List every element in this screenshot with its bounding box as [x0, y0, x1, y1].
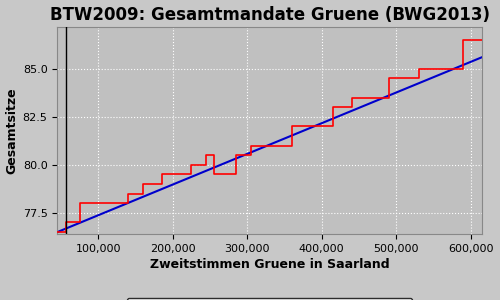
- Sitze real: [434, 67, 440, 70]
- Sitze real: [62, 230, 68, 234]
- Sitze real: [460, 38, 466, 42]
- Sitze real: [348, 96, 354, 99]
- Sitze real: [210, 172, 216, 176]
- Sitze real: [158, 182, 164, 186]
- Sitze real: [248, 144, 254, 147]
- Sitze real: [106, 202, 112, 205]
- Sitze real: [308, 124, 314, 128]
- Sitze real: [158, 172, 164, 176]
- Sitze real: [204, 153, 210, 157]
- Sitze real: [479, 38, 485, 42]
- Sitze real: [460, 67, 466, 70]
- Sitze real: [364, 96, 370, 99]
- Sitze real: [330, 124, 336, 128]
- Sitze real: [289, 124, 295, 128]
- Sitze real: [266, 144, 272, 147]
- Sitze real: [125, 192, 131, 196]
- Sitze real: [106, 202, 112, 205]
- Sitze real: [416, 67, 422, 70]
- Line: Sitze real: Sitze real: [58, 40, 482, 232]
- Sitze real: [364, 96, 370, 99]
- Sitze real: [174, 172, 180, 176]
- Sitze real: [248, 153, 254, 157]
- Sitze real: [76, 202, 82, 205]
- Y-axis label: Gesamtsitze: Gesamtsitze: [6, 87, 18, 174]
- Sitze real: [210, 153, 216, 157]
- Sitze real: [416, 76, 422, 80]
- Title: BTW2009: Gesamtmandate Gruene (BWG2013): BTW2009: Gesamtmandate Gruene (BWG2013): [50, 6, 490, 24]
- Sitze real: [266, 144, 272, 147]
- Sitze real: [434, 67, 440, 70]
- Sitze real: [233, 153, 239, 157]
- Sitze real: [188, 172, 194, 176]
- Sitze real: [308, 124, 314, 128]
- Sitze real: [188, 163, 194, 166]
- Sitze real: [140, 182, 146, 186]
- Legend: Sitze ideal, Sitze real, Wahlergebnis: Sitze ideal, Sitze real, Wahlergebnis: [126, 298, 412, 300]
- Sitze real: [140, 192, 146, 196]
- Sitze real: [76, 221, 82, 224]
- Sitze real: [54, 230, 60, 234]
- Sitze real: [348, 105, 354, 109]
- Sitze real: [204, 163, 210, 166]
- Sitze real: [330, 105, 336, 109]
- X-axis label: Zweitstimmen Gruene in Saarland: Zweitstimmen Gruene in Saarland: [150, 258, 390, 271]
- Sitze real: [289, 144, 295, 147]
- Sitze real: [174, 172, 180, 176]
- Sitze real: [386, 76, 392, 80]
- Sitze real: [125, 202, 131, 205]
- Sitze real: [386, 96, 392, 99]
- Sitze real: [233, 172, 239, 176]
- Sitze real: [62, 221, 68, 224]
